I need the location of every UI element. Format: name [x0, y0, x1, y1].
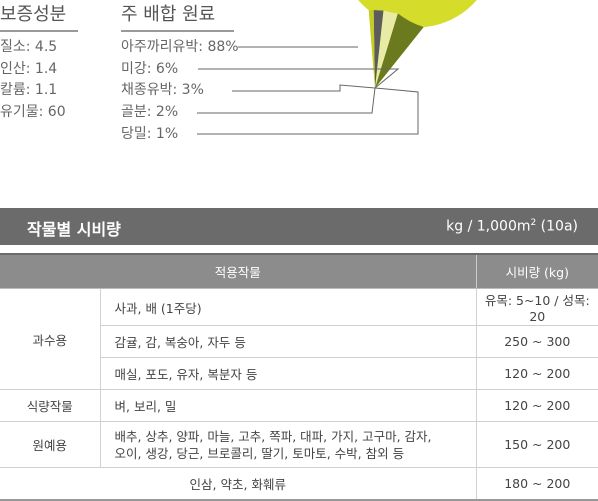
crop-cell: 벼, 보리, 밀 — [100, 389, 477, 422]
guarantee-item: 질소: 4.5 — [0, 39, 58, 55]
crop-cell: 사과, 배 (1주당) — [100, 288, 477, 326]
table-unit: kg / 1,000m2 (10a) — [446, 218, 578, 235]
ingredient-item: 당밀: 1% — [121, 126, 179, 142]
amount-cell: 250 ~ 300 — [476, 325, 598, 358]
table-row: 감귤, 감, 복숭아, 자두 등 250 ~ 300 — [0, 325, 598, 358]
table-title-bar: 작물별 시비량 kg / 1,000m2 (10a) — [0, 208, 598, 245]
table-row: 식량작물 벼, 보리, 밀 120 ~ 200 — [0, 389, 598, 422]
header-amount: 시비량 (kg) — [476, 253, 598, 289]
crop-cell: 인삼, 약초, 화훼류 — [0, 467, 477, 501]
guarantee-underline — [0, 30, 78, 32]
ingredients-underline — [121, 30, 234, 32]
guarantee-item: 유기물: 60 — [0, 104, 66, 120]
guarantee-item: 인산: 1.4 — [0, 61, 58, 77]
category-cell: 원예용 — [0, 421, 101, 468]
category-cell: 과수용 — [0, 288, 101, 390]
table-header-row: 적용작물 시비량 (kg) — [0, 253, 598, 289]
header-crop: 적용작물 — [0, 253, 477, 289]
amount-cell: 150 ~ 200 — [476, 421, 598, 468]
amount-cell: 120 ~ 200 — [476, 357, 598, 390]
fertilizer-table: 적용작물 시비량 (kg) 과수용 사과, 배 (1주당) 유목: 5~10 /… — [0, 253, 598, 501]
ingredients-title: 주 배합 원료 — [121, 4, 216, 25]
ingredient-item: 아주까리유박: 88% — [121, 39, 239, 55]
table-row: 인삼, 약초, 화훼류 180 ~ 200 — [0, 467, 598, 501]
leader-line — [232, 84, 376, 92]
ingredient-pie-chart — [197, 0, 477, 135]
table-row: 원예용 배추, 상추, 양파, 마늘, 고추, 쪽파, 대파, 가지, 고구마,… — [0, 421, 598, 468]
table-row: 매실, 포도, 유자, 복분자 등 120 ~ 200 — [0, 357, 598, 390]
ingredient-item: 미강: 6% — [121, 61, 179, 77]
leader-line — [197, 87, 376, 114]
guarantee-item: 칼륨: 1.1 — [0, 82, 58, 98]
leader-line — [198, 68, 400, 89]
pie-slice-0 — [358, 0, 477, 88]
table-row: 과수용 사과, 배 (1주당) 유목: 5~10 / 성목: 20 — [0, 288, 598, 390]
crop-cell: 배추, 상추, 양파, 마늘, 고추, 쪽파, 대파, 가지, 고구마, 감자,… — [100, 421, 477, 468]
amount-cell: 120 ~ 200 — [476, 389, 598, 422]
crop-cell: 감귤, 감, 복숭아, 자두 등 — [100, 325, 477, 358]
ingredient-item: 채종유박: 3% — [121, 82, 204, 98]
category-cell: 식량작물 — [0, 389, 101, 422]
leader-line — [197, 87, 419, 135]
amount-cell: 유목: 5~10 / 성목: 20 — [476, 288, 598, 326]
table-title: 작물별 시비량 — [27, 220, 121, 239]
ingredient-item: 골분: 2% — [121, 104, 179, 120]
amount-cell: 180 ~ 200 — [476, 467, 598, 501]
guarantee-title: 보증성분 — [0, 4, 67, 25]
crop-cell: 매실, 포도, 유자, 복분자 등 — [100, 357, 477, 390]
